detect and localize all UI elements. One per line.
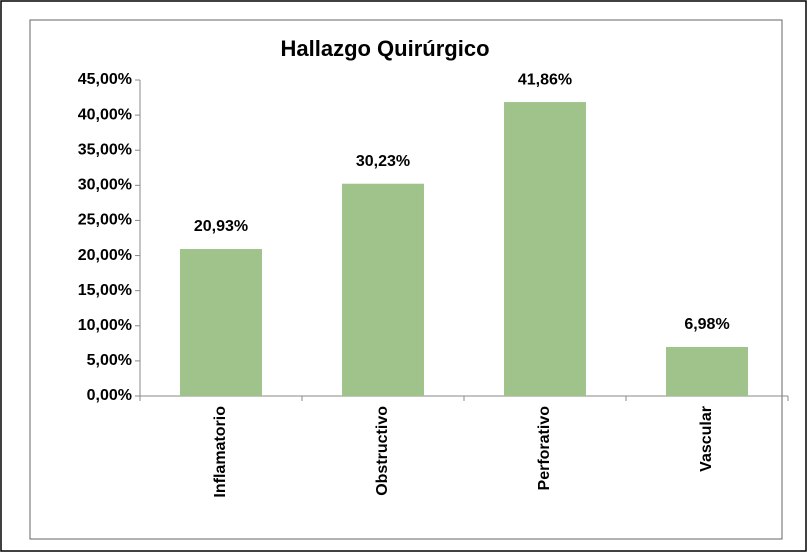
- y-tick-label: 45,00%: [78, 71, 132, 88]
- x-tick-label: Vascular: [698, 406, 715, 472]
- y-tick-label: 5,00%: [87, 352, 132, 369]
- y-tick-label: 35,00%: [78, 141, 132, 158]
- y-tick-label: 40,00%: [78, 106, 132, 123]
- bar: [180, 249, 262, 396]
- x-tick-label: Obstructivo: [374, 406, 391, 496]
- value-label: 41,86%: [518, 71, 572, 88]
- x-tick-label: Inflamatorio: [212, 406, 229, 498]
- y-tick-label: 15,00%: [78, 282, 132, 299]
- bar: [666, 346, 748, 396]
- value-label: 30,23%: [356, 153, 410, 170]
- y-tick-label: 0,00%: [87, 387, 132, 404]
- x-tick-label: Perforativo: [536, 406, 553, 491]
- y-tick-label: 10,00%: [78, 317, 132, 334]
- chart-title: Hallazgo Quirúrgico: [280, 36, 489, 61]
- value-label: 20,93%: [194, 218, 248, 235]
- y-tick-label: 20,00%: [78, 247, 132, 264]
- bar: [504, 102, 586, 396]
- value-label: 6,98%: [684, 316, 729, 333]
- y-tick-label: 25,00%: [78, 212, 132, 229]
- y-tick-label: 30,00%: [78, 177, 132, 194]
- bar: [342, 183, 424, 396]
